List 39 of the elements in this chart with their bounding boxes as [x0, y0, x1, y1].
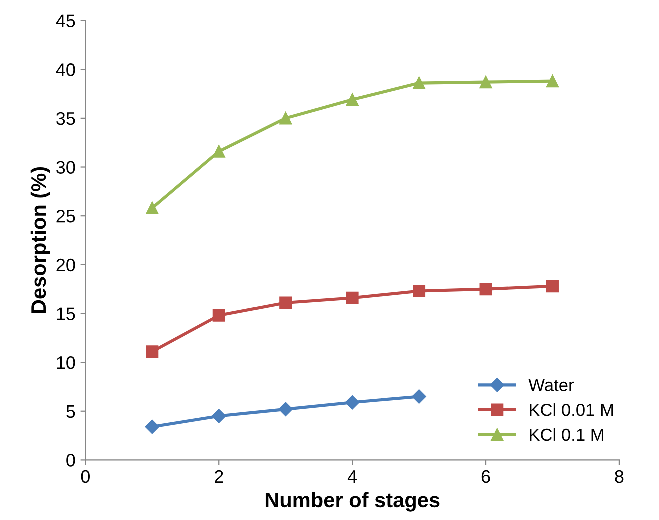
point	[480, 283, 492, 296]
point	[546, 280, 559, 293]
y-tick-label: 35	[56, 112, 76, 126]
point	[413, 285, 426, 298]
point	[278, 402, 293, 417]
y-tick-label: 0	[66, 454, 76, 467]
point	[280, 296, 292, 310]
point	[212, 145, 226, 158]
point	[345, 396, 360, 410]
point	[346, 292, 359, 304]
legend-label: Water	[528, 379, 574, 392]
point	[480, 76, 492, 89]
point	[146, 346, 159, 358]
x-tick-label: 2	[215, 470, 224, 484]
x-axis-title: Number of stages	[266, 492, 440, 512]
y-tick-label: 45	[56, 14, 76, 28]
y-tick-label: 30	[56, 161, 76, 174]
point	[413, 77, 426, 90]
point	[346, 94, 359, 106]
y-axis-title: Desorption (%)	[30, 167, 50, 314]
point	[412, 390, 426, 404]
point	[212, 309, 226, 322]
point	[146, 202, 159, 215]
point	[145, 420, 160, 434]
legend-label: KCl 0.1 M	[530, 428, 604, 442]
point	[280, 112, 292, 125]
x-tick-label: 8	[615, 470, 624, 484]
y-tick-label: 25	[56, 210, 76, 223]
y-tick-label: 20	[56, 258, 76, 272]
x-tick-label: 0	[81, 470, 90, 484]
point	[212, 409, 226, 424]
y-tick-label: 5	[66, 406, 76, 418]
point	[546, 75, 559, 88]
y-tick-label: 15	[57, 308, 76, 320]
legend-label: KCl 0.01 M	[530, 404, 614, 416]
y-tick-label: 10	[57, 356, 76, 370]
x-tick-label: 6	[482, 470, 490, 484]
y-tick-label: 40	[56, 64, 76, 76]
x-tick-label: 4	[348, 470, 358, 484]
